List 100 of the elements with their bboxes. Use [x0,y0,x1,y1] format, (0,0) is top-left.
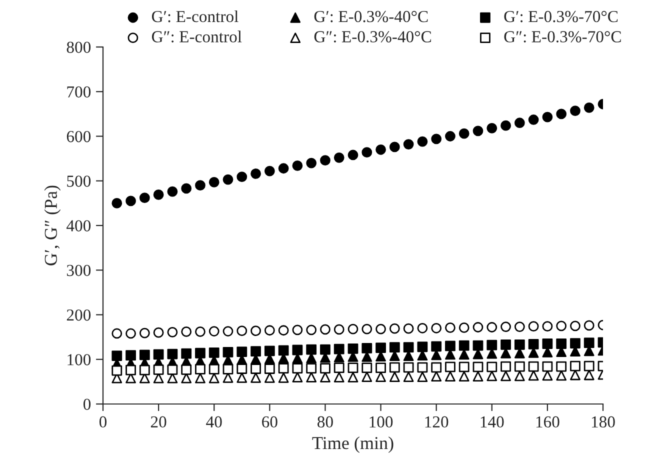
legend-label: G″: E-control [152,30,242,42]
point [112,350,122,361]
point [208,364,220,374]
point [208,177,220,188]
point [570,320,580,332]
point [362,147,372,158]
x-tick-label: 80 [318,416,333,428]
point [486,340,498,350]
point [445,362,456,372]
point [334,152,344,163]
x-tick-label: 100 [370,416,393,428]
point [362,324,372,334]
point [126,328,136,339]
y-tick-label: 500 [67,176,91,187]
point [458,128,470,139]
point [348,343,358,354]
point [584,338,594,348]
point [417,372,428,382]
point [458,371,470,382]
point [514,118,525,128]
point [112,365,122,376]
point [320,372,330,382]
point [126,364,136,376]
point [472,340,484,351]
point [500,120,511,131]
point [431,134,442,144]
point [403,139,414,150]
y-tick-label: 0 [83,398,91,410]
point [153,190,164,200]
point [431,341,442,352]
y-tick-label: 800 [66,42,91,53]
point [292,344,303,356]
point [250,346,261,357]
point [236,346,248,357]
y-tick-label: 200 [66,309,91,321]
point [348,150,358,160]
point [292,324,303,336]
point [556,108,567,120]
point [264,166,275,176]
legend-label: G′: E-0.3%-40°C [314,10,428,22]
point [153,349,164,360]
point [195,348,206,358]
point [486,362,498,372]
point [306,324,317,336]
point [445,371,456,382]
point [376,372,386,382]
point [348,324,358,334]
point [181,348,192,359]
point [236,326,248,336]
point [514,370,525,382]
point [376,144,386,155]
point [389,342,400,353]
point [320,155,330,166]
x-tick-label: 160 [536,416,560,428]
point [278,363,289,374]
point [486,370,498,382]
point [167,364,178,375]
point [292,160,303,171]
point [528,370,539,381]
legend-label: G″: E-0.3%-40°C [314,31,431,42]
point [208,372,220,384]
point [181,326,192,337]
point [542,338,553,349]
point [334,324,344,335]
y-tick-label: 300 [66,264,91,276]
point [458,362,470,372]
point [222,364,234,374]
point [153,327,164,338]
point [403,372,414,382]
point [222,174,234,185]
x-tick-label: 0 [99,416,107,428]
point [584,370,594,380]
point [417,322,428,334]
y-tick-label: 400 [66,220,91,232]
point [278,345,289,356]
point [542,321,553,332]
point [431,371,442,382]
point [472,322,484,332]
point [292,372,303,382]
point [389,323,400,334]
point [556,370,567,381]
point [584,102,594,113]
point [528,114,539,125]
point [431,322,442,334]
point [167,186,178,197]
legend-label: G″: E-0.3%-70°C [504,31,621,42]
point [126,196,136,206]
point [320,344,330,355]
point [181,364,192,375]
point [334,362,344,374]
point [570,106,580,116]
point [528,339,539,350]
point [458,322,470,333]
point [362,372,372,382]
y-tick-label: 700 [67,86,91,98]
point [486,322,498,332]
point [514,339,525,350]
x-tick-label: 140 [480,416,504,428]
point [528,361,539,372]
point [500,370,511,382]
